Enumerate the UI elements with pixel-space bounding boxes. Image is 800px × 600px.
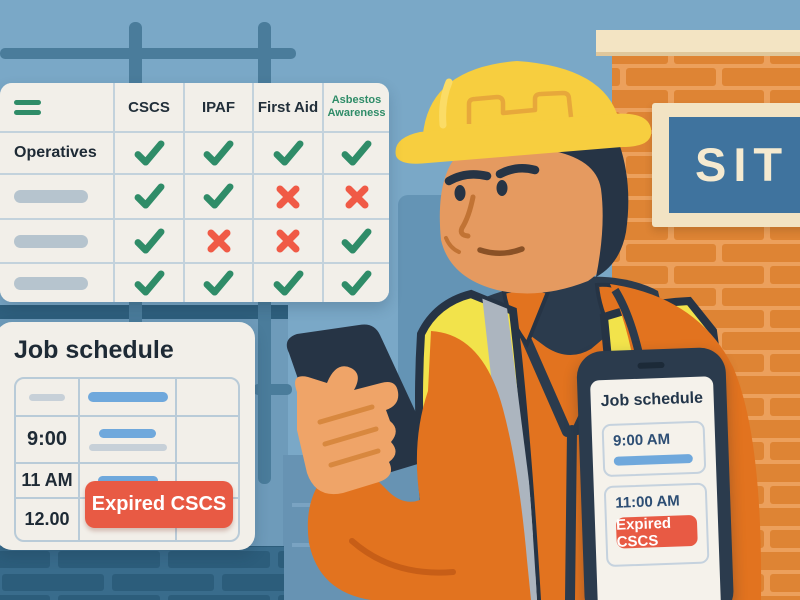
- phone-slot-time: 9:00 AM: [612, 430, 671, 450]
- phone-slot-11am: 11:00 AM Expired CSCS: [603, 482, 710, 568]
- check-icon: [273, 139, 303, 166]
- check-icon-cell: [324, 220, 389, 262]
- x-icon: [345, 185, 368, 208]
- training-matrix-card: CSCS IPAF First Aid Asbestos Awareness Opera…: [0, 83, 389, 302]
- building-block-center: [398, 195, 578, 475]
- check-icon: [203, 269, 234, 296]
- schedule-time-12: 12.00: [16, 499, 78, 540]
- check-icon: [341, 269, 372, 296]
- check-icon-cell: [115, 175, 183, 218]
- site-sign: SIT: [652, 103, 800, 227]
- site-sign-panel: SIT: [669, 117, 800, 213]
- schedule-cell-entry: [80, 379, 175, 415]
- row-placeholder-pill: [14, 190, 88, 203]
- site-sign-text: SIT: [695, 138, 790, 191]
- entry-pill: [88, 443, 167, 451]
- phone-schedule-title: Job schedule: [600, 389, 704, 411]
- job-schedule-title: Job schedule: [14, 336, 174, 364]
- job-schedule-table: 9:00 11 AM 12.00: [14, 377, 240, 542]
- matrix-column-header: IPAF: [185, 83, 252, 131]
- phone-entry-pill: [613, 454, 693, 466]
- building-block-low: [283, 455, 423, 600]
- matrix-row-label: [0, 264, 113, 302]
- check-icon: [203, 183, 234, 209]
- matrix-column-header: CSCS: [115, 83, 183, 131]
- job-schedule-card: Job schedule 9:00 11 AM 12.00 Expired CS…: [0, 322, 255, 550]
- building-roofline: [0, 305, 288, 319]
- x-icon-cell: [254, 175, 322, 218]
- matrix-column-header: First Aid: [254, 83, 322, 131]
- check-icon-cell: [185, 264, 252, 302]
- check-icon-cell: [254, 133, 322, 173]
- check-icon-cell: [185, 133, 252, 173]
- placeholder-pill: [29, 393, 65, 401]
- training-matrix-grid: CSCS IPAF First Aid Asbestos Awareness Opera…: [0, 83, 389, 302]
- entry-pill: [99, 428, 156, 438]
- check-icon-cell: [115, 133, 183, 173]
- check-icon-cell: [115, 264, 183, 302]
- phone-slot-9am: 9:00 AM: [601, 420, 707, 478]
- check-icon: [134, 139, 164, 166]
- check-icon: [134, 183, 164, 209]
- x-icon: [207, 229, 230, 253]
- entry-pill: [87, 392, 168, 402]
- check-icon-cell: [254, 264, 322, 302]
- row-placeholder-pill: [14, 276, 88, 290]
- check-icon-cell: [115, 220, 183, 262]
- wall-cap: [596, 30, 800, 56]
- x-icon: [276, 229, 300, 253]
- matrix-row-label: Operatives: [0, 133, 113, 173]
- check-icon: [341, 139, 372, 166]
- schedule-cell-empty: [177, 417, 238, 462]
- matrix-row-label: [0, 175, 113, 218]
- check-icon: [134, 269, 164, 296]
- phone-expired-cscs-badge: Expired CSCS: [616, 514, 698, 550]
- check-icon-cell: [324, 133, 389, 173]
- check-icon-cell: [324, 264, 389, 302]
- check-icon: [341, 227, 372, 254]
- schedule-cell-empty: [177, 379, 238, 415]
- expired-cscs-badge: Expired CSCS: [85, 481, 233, 528]
- x-icon: [276, 185, 300, 208]
- check-icon-cell: [185, 175, 252, 218]
- schedule-cell-entry: [80, 417, 175, 462]
- teal-brick-wall: [0, 546, 284, 600]
- check-icon: [273, 269, 303, 296]
- menu-icon: [14, 99, 41, 115]
- check-icon: [203, 139, 234, 166]
- phone-slot-time: 11:00 AM: [615, 492, 681, 512]
- x-icon-cell: [254, 220, 322, 262]
- schedule-time-9: 9:00: [16, 417, 78, 462]
- schedule-cell-time-placeholder: [16, 379, 78, 415]
- phone-mockup: Job schedule 9:00 AM 11:00 AM Expired CS…: [576, 346, 735, 600]
- wall-cap-shadow: [596, 52, 800, 56]
- x-icon-cell: [185, 220, 252, 262]
- schedule-time-11: 11 AM: [16, 464, 78, 497]
- phone-screen: Job schedule 9:00 AM 11:00 AM Expired CS…: [590, 376, 722, 600]
- matrix-row-label: [0, 220, 113, 262]
- entry-pill: [97, 476, 158, 485]
- x-icon-cell: [324, 175, 389, 218]
- matrix-column-header: Asbestos Awareness: [324, 83, 389, 131]
- row-placeholder-pill: [14, 234, 88, 248]
- check-icon: [134, 227, 164, 254]
- matrix-menu-cell: [0, 83, 113, 131]
- phone-speaker: [637, 361, 665, 369]
